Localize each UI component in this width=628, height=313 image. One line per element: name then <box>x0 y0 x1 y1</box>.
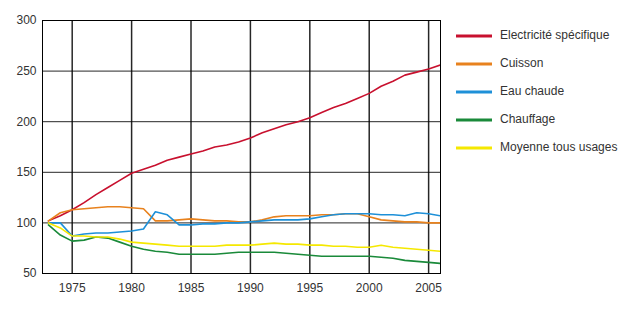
svg-text:250: 250 <box>16 64 36 78</box>
svg-text:50: 50 <box>23 266 37 280</box>
svg-text:300: 300 <box>16 13 36 27</box>
svg-text:1980: 1980 <box>118 281 145 295</box>
svg-text:1975: 1975 <box>59 281 86 295</box>
svg-text:1985: 1985 <box>178 281 205 295</box>
svg-text:2000: 2000 <box>356 281 383 295</box>
svg-text:2005: 2005 <box>415 281 442 295</box>
html-text:Moyenne tous usages: Moyenne tous usages <box>500 140 618 154</box>
svg-text:150: 150 <box>16 165 36 179</box>
svg-text:1995: 1995 <box>296 281 323 295</box>
svg-text:1990: 1990 <box>237 281 264 295</box>
html-text:Electricité spécifique: Electricité spécifique <box>500 28 610 42</box>
svg-text:200: 200 <box>16 115 36 129</box>
html-text:Eau chaude: Eau chaude <box>500 84 565 98</box>
html-text:Cuisson: Cuisson <box>500 56 544 70</box>
html-text:Chauffage: Chauffage <box>500 112 556 126</box>
svg-text:100: 100 <box>16 216 36 230</box>
